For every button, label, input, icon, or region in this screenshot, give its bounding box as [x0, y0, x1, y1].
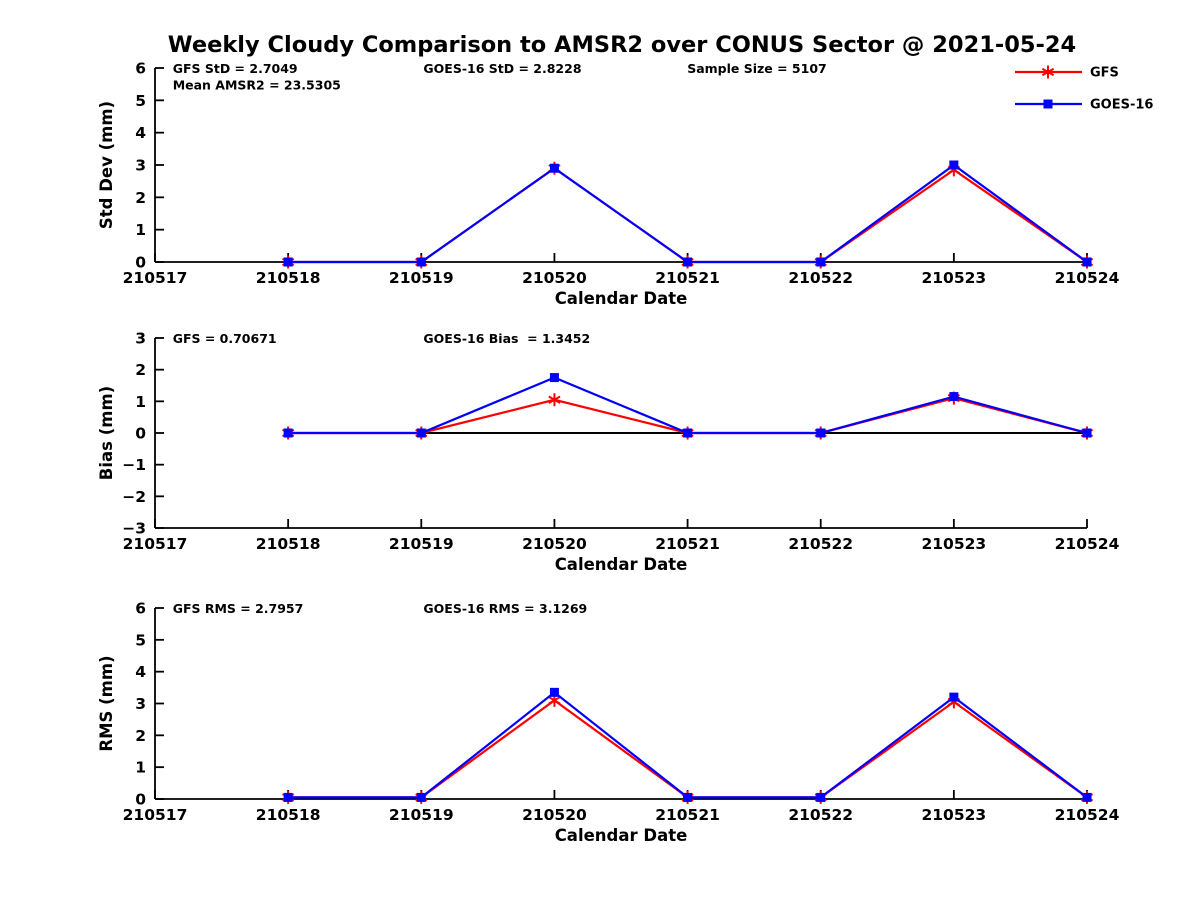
x-tick-label: 210518	[256, 535, 321, 553]
y-tick-label: 3	[135, 330, 146, 348]
x-tick-label: 210518	[256, 806, 321, 824]
marker-square-goes16	[283, 257, 293, 267]
gfs-asterisk-icon	[1041, 65, 1055, 79]
x-tick-label: 210522	[788, 806, 853, 824]
annotation: GFS StD = 2.7049	[173, 61, 298, 76]
marker-square-goes16	[283, 792, 293, 802]
marker-square-goes16	[949, 160, 959, 170]
marker-square-goes16	[816, 428, 826, 438]
y-tick-label: 4	[135, 124, 146, 142]
y-axis-label: Bias (mm)	[97, 386, 116, 480]
y-tick-label: 1	[135, 221, 146, 239]
x-tick-label: 210520	[522, 535, 587, 553]
series-line-goes16	[288, 376, 1088, 435]
series-line-gfs	[288, 166, 1088, 264]
panel-bias: −3 −2 −1 0 1 2 3 210517 210518 210519 210520 210521…	[97, 330, 1120, 575]
annotation: GOES-16 Bias = 1.3452	[423, 331, 590, 346]
y-tick-label: 3	[135, 157, 146, 175]
legend-label-gfs: GFS	[1090, 66, 1119, 81]
panel-std-dev: 0 1 2 3 4 5 6 210517 210518 210519 210520 210521 210…	[97, 60, 1120, 309]
legend-item-goes16: GOES-16	[1015, 98, 1153, 113]
y-tick-label: −1	[122, 456, 146, 474]
marker-square-goes16	[816, 792, 826, 802]
goes16-square-icon	[1043, 99, 1053, 109]
x-tick-label: 210523	[921, 269, 986, 287]
x-tick-label: 210517	[123, 806, 188, 824]
annotation: Mean AMSR2 = 23.5305	[173, 78, 341, 93]
y-tick-label: 4	[135, 663, 146, 681]
x-tick-label: 210524	[1055, 535, 1120, 553]
x-tick-label: 210521	[655, 535, 720, 553]
annotation: GOES-16 StD = 2.8228	[423, 61, 581, 76]
marker-square-goes16	[949, 692, 959, 702]
panel-rms: 0 1 2 3 4 5 6 210517 210518 210519 210520 210521 210…	[97, 600, 1120, 846]
marker-square-goes16	[416, 792, 426, 802]
legend: GFS GOES-16	[1015, 65, 1153, 113]
x-tick-label: 210522	[788, 535, 853, 553]
legend-label-goes16: GOES-16	[1090, 98, 1153, 113]
marker-square-goes16	[816, 257, 826, 267]
y-tick-label: 0	[135, 254, 146, 272]
marker-square-goes16	[949, 392, 959, 402]
annotation: GFS RMS = 2.7957	[173, 601, 304, 616]
marker-square-goes16	[1082, 257, 1092, 267]
x-tick-label: 210524	[1055, 269, 1120, 287]
marker-square-goes16	[416, 257, 426, 267]
x-tick-label: 210519	[389, 535, 454, 553]
y-tick-label: 2	[135, 361, 146, 379]
x-tick-label: 210517	[123, 535, 188, 553]
y-tick-label: 3	[135, 695, 146, 713]
marker-square-goes16	[283, 428, 293, 438]
marker-square-goes16	[1082, 792, 1092, 802]
y-tick-label: 6	[135, 600, 146, 618]
x-tick-label: 210520	[522, 806, 587, 824]
y-tick-label: 1	[135, 393, 146, 411]
x-tick-label: 210523	[921, 806, 986, 824]
y-tick-label: −2	[122, 488, 146, 506]
y-tick-label: 5	[135, 92, 146, 110]
x-tick-label: 210519	[389, 806, 454, 824]
marker-square-goes16	[683, 792, 693, 802]
x-tick-label: 210520	[522, 269, 587, 287]
x-tick-label: 210522	[788, 269, 853, 287]
marker-square-goes16	[683, 428, 693, 438]
x-tick-label: 210519	[389, 269, 454, 287]
chart-title: Weekly Cloudy Comparison to AMSR2 over C…	[168, 32, 1076, 58]
x-axis-label: Calendar Date	[555, 555, 688, 574]
x-tick-label: 210518	[256, 269, 321, 287]
y-tick-label: 6	[135, 60, 146, 78]
x-tick-label: 210521	[655, 269, 720, 287]
y-tick-label: 0	[135, 425, 146, 443]
y-tick-label: 5	[135, 631, 146, 649]
marker-square-goes16	[549, 163, 559, 173]
marker-asterisk-gfs	[548, 393, 561, 407]
annotation: Sample Size = 5107	[687, 61, 827, 76]
y-tick-label: −3	[122, 520, 146, 538]
marker-square-goes16	[549, 687, 559, 697]
marker-square-goes16	[1082, 428, 1092, 438]
y-tick-label: 1	[135, 759, 146, 777]
marker-square-goes16	[549, 373, 559, 383]
y-axis-label: RMS (mm)	[97, 655, 116, 751]
legend-item-gfs: GFS	[1015, 65, 1119, 81]
x-tick-label: 210521	[655, 806, 720, 824]
x-axis-label: Calendar Date	[555, 289, 688, 308]
y-tick-label: 2	[135, 727, 146, 745]
x-tick-label: 210523	[921, 535, 986, 553]
annotation: GFS = 0.70671	[173, 331, 277, 346]
x-tick-label: 210524	[1055, 806, 1120, 824]
series-line-goes16	[288, 690, 1088, 799]
y-axis-label: Std Dev (mm)	[97, 101, 116, 229]
y-tick-label: 2	[135, 189, 146, 207]
marker-square-goes16	[416, 428, 426, 438]
y-tick-label: 0	[135, 791, 146, 809]
series-line-gfs	[288, 698, 1088, 799]
annotation: GOES-16 RMS = 3.1269	[423, 601, 587, 616]
marker-square-goes16	[683, 257, 693, 267]
x-tick-label: 210517	[123, 269, 188, 287]
x-axis-label: Calendar Date	[555, 826, 688, 845]
